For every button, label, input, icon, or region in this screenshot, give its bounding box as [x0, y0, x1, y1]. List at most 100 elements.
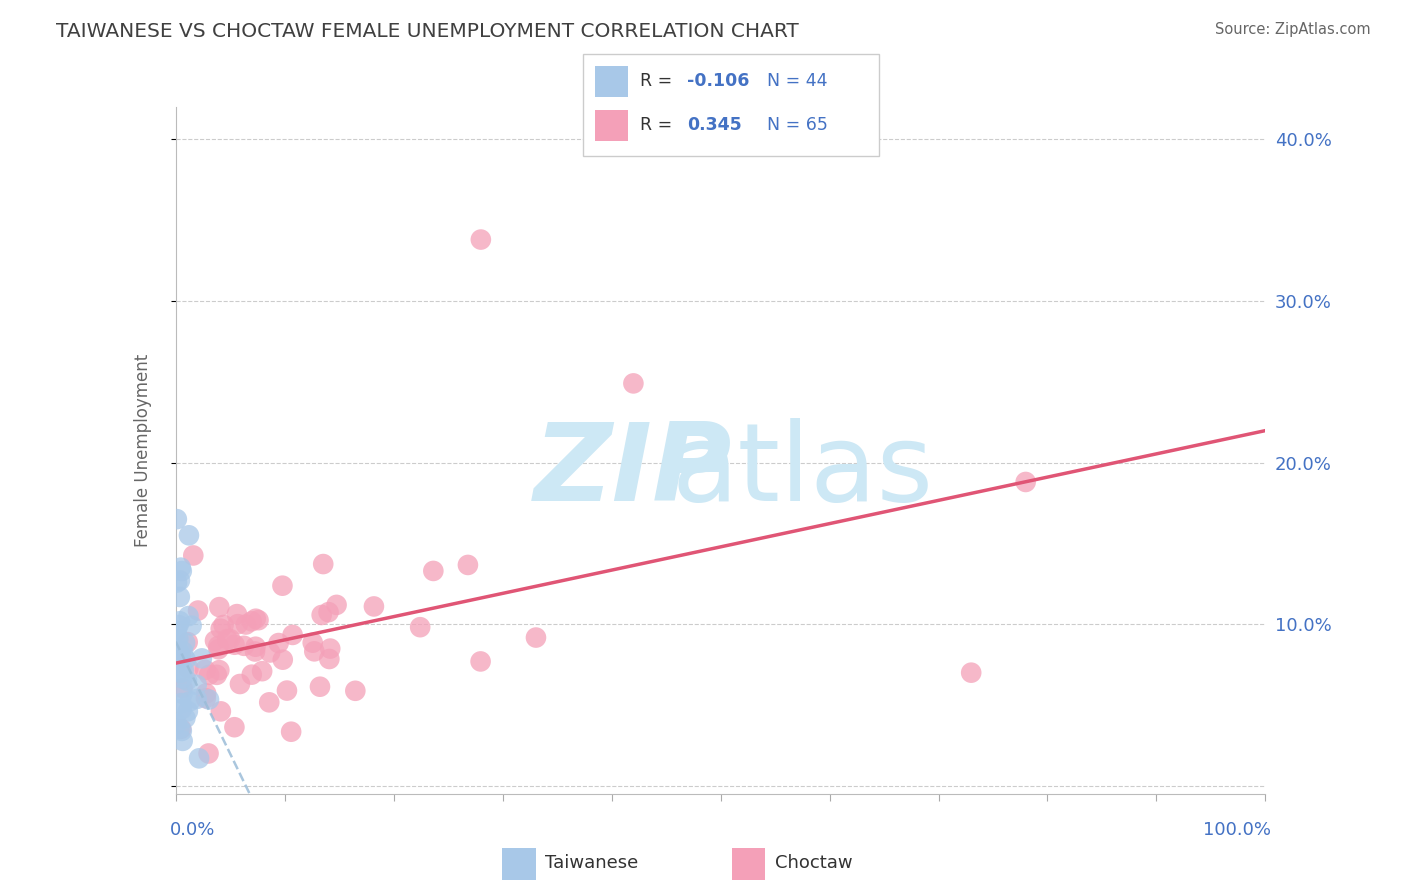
Point: [960, 665, 983, 680]
Point: [188, 751, 211, 765]
Text: 100.0%: 100.0%: [1204, 822, 1271, 839]
Point: [166, 624, 188, 638]
Point: [240, 615, 263, 629]
Point: [169, 646, 191, 660]
Point: [318, 605, 340, 619]
Text: N = 44: N = 44: [766, 72, 827, 90]
Point: [280, 724, 302, 739]
Point: [166, 651, 188, 665]
Point: [208, 600, 231, 615]
Point: [259, 645, 281, 659]
Point: [167, 657, 190, 672]
Point: [309, 680, 332, 694]
Point: [257, 695, 280, 709]
Point: [325, 598, 347, 612]
Text: #cde8f5: #cde8f5: [721, 470, 727, 471]
Text: 0.0%: 0.0%: [170, 822, 215, 839]
Point: [181, 549, 204, 563]
Point: [250, 664, 273, 678]
Point: [177, 661, 200, 675]
Bar: [731, 848, 765, 880]
Point: [172, 681, 194, 695]
Point: [267, 636, 290, 650]
Point: [169, 722, 191, 736]
Point: [344, 683, 367, 698]
Point: [173, 663, 195, 677]
Point: [179, 694, 201, 708]
Point: [166, 716, 188, 731]
Point: [207, 639, 229, 653]
Point: [207, 642, 229, 657]
Point: [470, 233, 492, 247]
Bar: [595, 110, 627, 141]
Text: atlas: atlas: [671, 418, 934, 524]
Point: [245, 640, 267, 654]
Point: [170, 661, 193, 675]
Point: [212, 618, 235, 632]
Point: [170, 696, 193, 710]
Point: [166, 575, 188, 590]
Point: [194, 663, 217, 677]
Bar: [502, 848, 536, 880]
Point: [224, 638, 246, 652]
Point: [224, 720, 246, 734]
Point: [170, 722, 193, 736]
Point: [276, 683, 298, 698]
Point: [233, 639, 256, 653]
Text: Choctaw: Choctaw: [775, 854, 852, 872]
Point: [176, 673, 198, 688]
Point: [170, 564, 193, 578]
Point: [186, 678, 208, 692]
Point: [177, 528, 200, 542]
Point: [198, 668, 221, 682]
Point: [167, 644, 190, 658]
Point: [422, 564, 444, 578]
Point: [621, 376, 644, 391]
Point: [172, 687, 194, 701]
Point: [209, 622, 232, 636]
Point: [172, 644, 194, 658]
Y-axis label: Female Unemployment: Female Unemployment: [134, 354, 152, 547]
Point: [198, 692, 221, 706]
Bar: [595, 66, 627, 96]
Point: [209, 705, 232, 719]
Point: [166, 658, 188, 673]
Point: [187, 603, 209, 617]
Text: TAIWANESE VS CHOCTAW FEMALE UNEMPLOYMENT CORRELATION CHART: TAIWANESE VS CHOCTAW FEMALE UNEMPLOYMENT…: [56, 22, 799, 41]
Point: [226, 617, 249, 632]
Point: [311, 607, 333, 622]
Point: [457, 558, 479, 572]
Point: [169, 614, 191, 628]
Point: [170, 665, 193, 680]
Point: [363, 599, 385, 614]
Point: [312, 557, 335, 571]
Point: [194, 691, 217, 706]
Point: [177, 609, 200, 624]
Point: [281, 628, 304, 642]
Point: [235, 617, 257, 632]
Point: [208, 663, 231, 677]
Point: [172, 734, 194, 748]
Text: Taiwanese: Taiwanese: [546, 854, 638, 872]
Point: [524, 631, 547, 645]
Point: [409, 620, 432, 634]
Point: [240, 667, 263, 681]
Point: [170, 665, 193, 680]
Text: -0.106: -0.106: [688, 72, 749, 90]
Point: [170, 723, 193, 738]
Point: [174, 652, 197, 666]
Point: [172, 671, 194, 685]
Point: [301, 635, 323, 649]
Point: [318, 652, 340, 666]
Point: [180, 618, 202, 632]
Point: [219, 632, 242, 646]
Point: [170, 560, 193, 574]
Point: [229, 677, 252, 691]
Point: [243, 644, 266, 658]
Point: [197, 747, 219, 761]
Point: [204, 633, 226, 648]
Point: [245, 612, 267, 626]
Point: [191, 651, 214, 665]
Point: [166, 634, 188, 648]
Point: [169, 590, 191, 604]
